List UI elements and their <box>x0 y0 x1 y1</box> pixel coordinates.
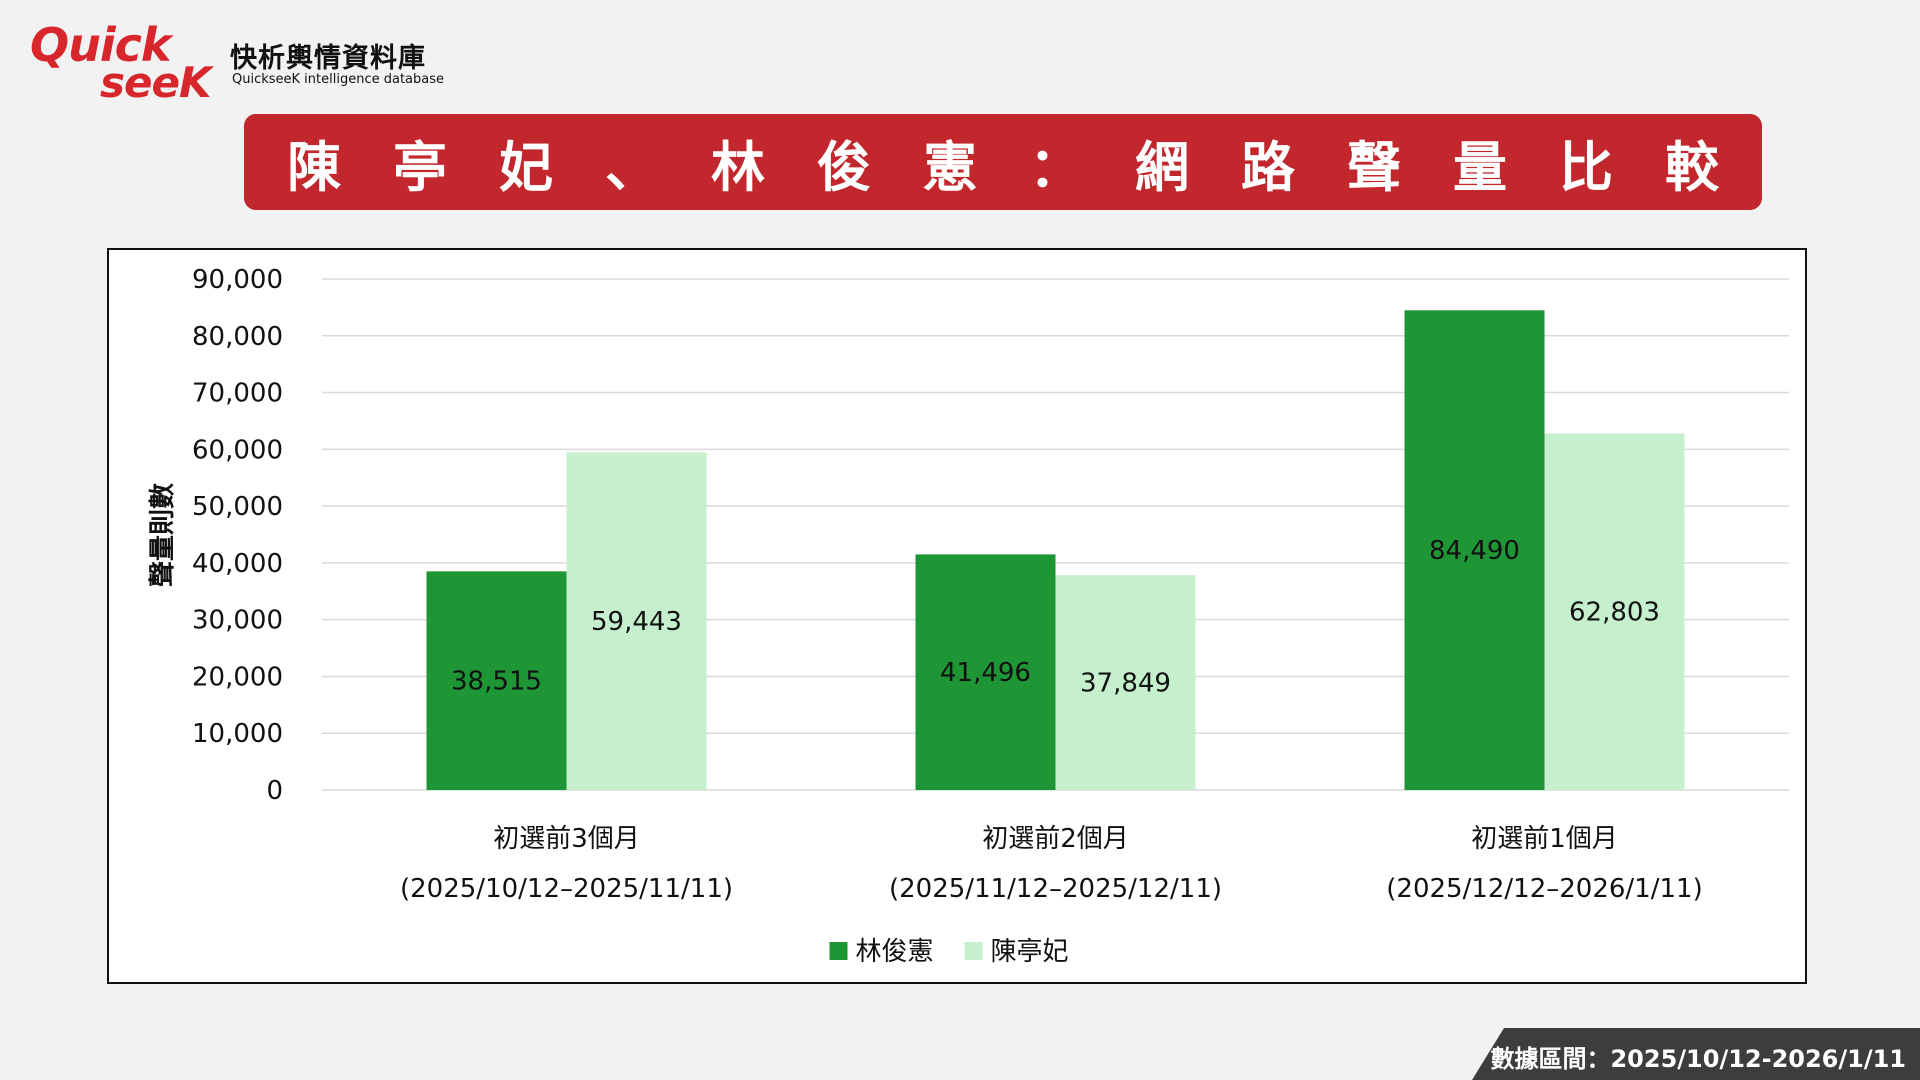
page-title: 陳亭妃、林俊憲：網路聲量比較 <box>287 135 1771 199</box>
bar-value-label: 84,490 <box>1429 536 1520 566</box>
bar-value-label: 38,515 <box>451 667 542 697</box>
bar-2 <box>1055 575 1196 790</box>
x-category-range: (2025/11/12–2025/12/11) <box>889 874 1222 904</box>
y-tick-label: 70,000 <box>192 379 283 409</box>
y-tick-label: 80,000 <box>192 322 283 352</box>
y-tick-label: 20,000 <box>192 662 283 692</box>
logo-name-cn: 快析輿情資料庫 <box>230 43 426 74</box>
bar-1 <box>1404 310 1545 790</box>
bar-chart: 0 10,000 20,000 30,000 40,000 50,000 60,000 70,… <box>148 265 1789 967</box>
bar-value-label: 62,803 <box>1569 598 1660 628</box>
logo-name-en: QuickseeK intelligence database <box>232 72 445 87</box>
x-category-range: (2025/12/12–2026/1/11) <box>1386 874 1702 904</box>
bar-value-label: 59,443 <box>591 607 682 637</box>
x-category-range: (2025/10/12–2025/11/11) <box>400 874 733 904</box>
y-tick-label: 0 <box>266 776 283 806</box>
logo-brand-line2: seeK <box>100 58 212 107</box>
chart-container: 0 10,000 20,000 30,000 40,000 50,000 60,000 70,… <box>107 248 1807 984</box>
bar-1 <box>915 554 1056 790</box>
y-tick-label: 90,000 <box>192 265 283 295</box>
y-tick-label: 50,000 <box>192 492 283 522</box>
y-tick-label: 40,000 <box>192 549 283 579</box>
legend-label: 林俊憲 <box>856 937 934 967</box>
y-tick-label: 60,000 <box>192 435 283 465</box>
bar-2 <box>566 452 707 790</box>
bar-value-label: 41,496 <box>940 658 1031 688</box>
bar-1 <box>426 571 567 790</box>
title-banner: 陳亭妃、林俊憲：網路聲量比較 <box>244 114 1762 210</box>
date-range-text: 數據區間：2025/10/12-2026/1/11 <box>1490 1045 1906 1073</box>
y-tick-label: 30,000 <box>192 606 283 636</box>
quickseek-logo: Quick seeK 快析輿情資料庫 QuickseeK intelligenc… <box>30 22 450 106</box>
bar-value-label: 37,849 <box>1080 669 1171 699</box>
logo-brand-mark: Quick seeK <box>30 22 212 107</box>
y-axis-label: 聲量則數 <box>148 483 178 587</box>
legend-swatch <box>829 942 848 960</box>
x-category-label: 初選前1個月 <box>1471 824 1618 854</box>
logo-brand-line1: Quick <box>30 18 171 72</box>
x-category-label: 初選前3個月 <box>493 824 640 854</box>
y-tick-label: 10,000 <box>192 719 283 749</box>
legend-label: 陳亭妃 <box>991 937 1069 967</box>
date-range-tag: 數據區間：2025/10/12-2026/1/11 <box>1472 1028 1920 1080</box>
bar-2 <box>1544 433 1685 790</box>
x-category-label: 初選前2個月 <box>982 824 1129 854</box>
legend-swatch <box>964 942 983 960</box>
